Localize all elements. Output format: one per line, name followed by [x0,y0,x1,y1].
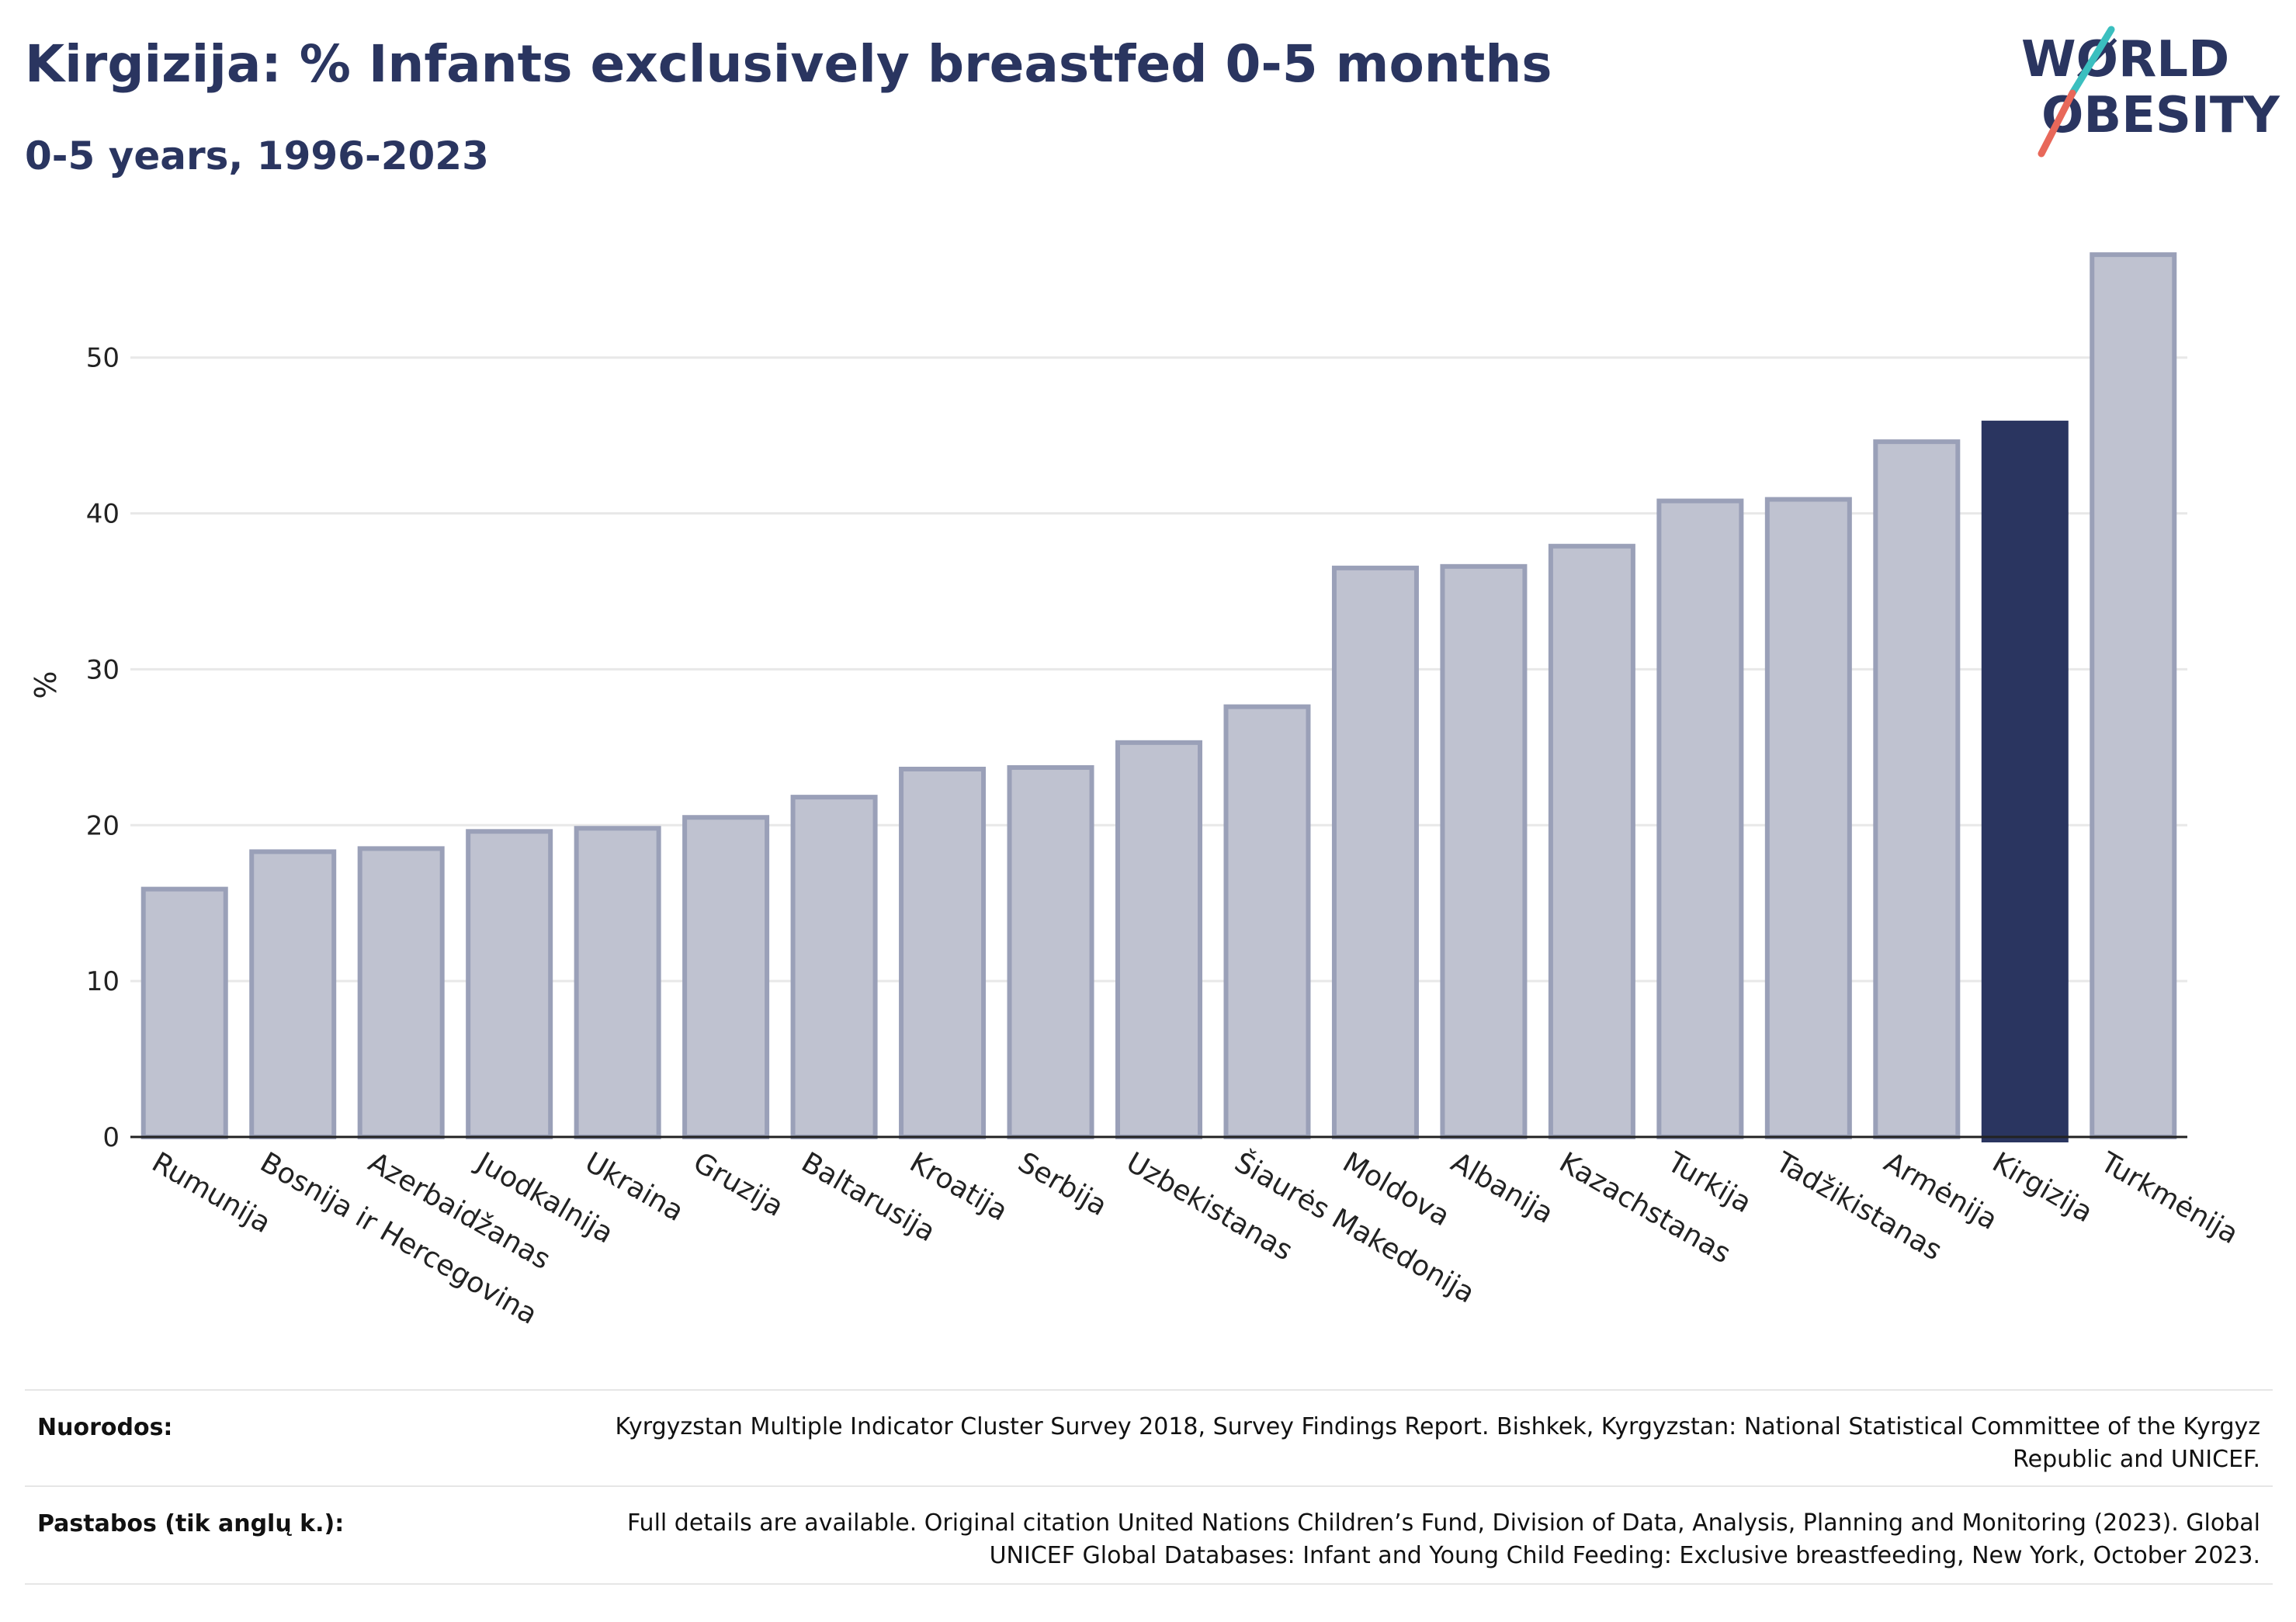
bar-šiaurės-makedonija [1223,704,1311,1139]
chart-subtitle: 0-5 years, 1996-2023 [25,133,489,178]
bar-kroatija [899,766,987,1139]
x-tick-label: Rumunija [147,1146,276,1239]
x-tick-label: Turkmėnija [2094,1146,2243,1251]
bar-armėnija [1873,439,1961,1139]
notes-text: Full details are available. Original cit… [626,1509,2260,1569]
bar-serbija [1007,764,1094,1139]
y-tick-label: 0 [102,1122,120,1153]
bar-turkija [1656,498,1744,1139]
bar-bosnija-ir-hercegovina [249,849,337,1139]
world-obesity-logo: WØRLD OBESITY [2021,26,2280,158]
chart-title: Kirgizija: % Infants exclusively breastf… [25,34,1552,94]
sources-text: Kyrgyzstan Multiple Indicator Cluster Su… [615,1413,2260,1473]
logo-slash-coral [2038,89,2076,158]
y-tick-label: 30 [86,654,120,685]
y-tick-label: 40 [86,499,120,530]
bar-turkmėnija [2090,252,2177,1139]
x-tick-label: Albanija [1445,1146,1559,1230]
bar-uzbekistanas [1115,740,1202,1139]
y-tick-label: 10 [86,966,120,997]
bar-kazachstanas [1548,543,1635,1139]
bar-ukraina [574,826,661,1139]
x-tick-label: Serbija [1013,1146,1113,1222]
y-axis-label: % [29,671,63,698]
bar-rumunija [140,886,228,1139]
y-tick-label: 50 [86,343,120,374]
bar-moldova [1331,565,1419,1139]
sources-label: Nuorodos: [37,1414,173,1441]
logo-slash-teal [2069,26,2115,97]
logo-line1: WØRLD [2021,31,2229,88]
bar-juodkalnija [466,829,553,1139]
bar-baltarusija [790,795,878,1140]
notes-label: Pastabos (tik anglų k.): [37,1510,345,1537]
y-tick-label: 20 [86,810,120,841]
x-tick-label: Kirgizija [1987,1146,2098,1229]
bars [140,252,2177,1142]
footer-notes-row: Pastabos (tik anglų k.): Full details ar… [25,1485,2273,1585]
bar-azerbaidžanas [357,846,445,1139]
logo-line2: OBESITY [2041,87,2280,144]
bar-tadžikistanas [1764,497,1852,1139]
bar-kirgizija [1981,421,2069,1142]
bar-gruzija [682,815,770,1140]
footer-sources-row: Nuorodos: Kyrgyzstan Multiple Indicator … [25,1389,2273,1487]
x-tick-label: Gruzija [688,1146,789,1223]
bar-albanija [1440,563,1528,1139]
